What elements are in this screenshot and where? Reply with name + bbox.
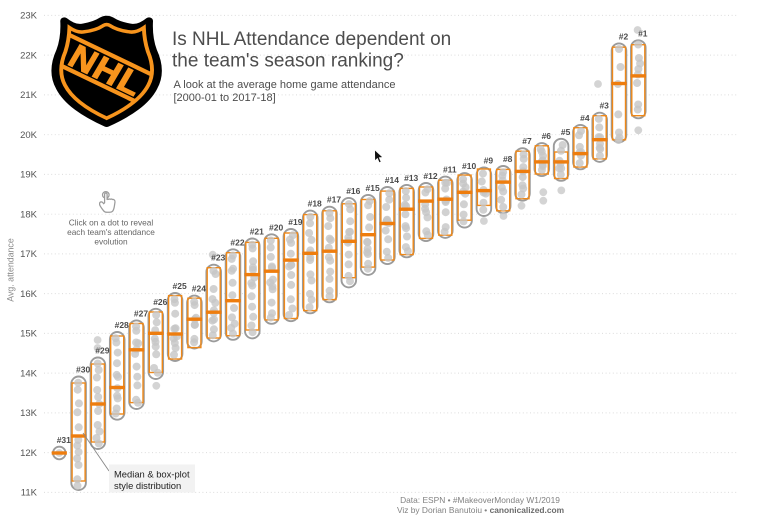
- svg-text:#29: #29: [95, 346, 109, 356]
- svg-text:#11: #11: [443, 165, 457, 175]
- svg-text:#20: #20: [269, 222, 283, 232]
- svg-text:19K: 19K: [20, 170, 38, 181]
- svg-text:#6: #6: [542, 131, 552, 141]
- svg-text:#4: #4: [580, 113, 590, 123]
- svg-text:Avg. attendance: Avg. attendance: [6, 238, 16, 302]
- svg-text:12K: 12K: [20, 448, 38, 459]
- svg-text:#10: #10: [462, 161, 476, 171]
- svg-text:21K: 21K: [20, 90, 38, 101]
- svg-text:#1: #1: [638, 28, 648, 38]
- svg-text:#30: #30: [76, 365, 90, 375]
- svg-text:the team's season ranking?: the team's season ranking?: [172, 51, 404, 72]
- svg-text:18K: 18K: [20, 209, 38, 220]
- svg-text:#25: #25: [173, 281, 187, 291]
- svg-text:#23: #23: [211, 253, 225, 263]
- svg-text:#5: #5: [561, 127, 571, 137]
- svg-text:#18: #18: [308, 199, 322, 209]
- svg-text:#19: #19: [288, 217, 302, 227]
- svg-text:15K: 15K: [20, 329, 38, 340]
- svg-text:#13: #13: [404, 173, 418, 183]
- svg-text:22K: 22K: [20, 50, 38, 61]
- svg-text:style distribution: style distribution: [114, 480, 181, 491]
- svg-text:A look at the average home gam: A look at the average home game attendan…: [174, 79, 396, 91]
- svg-text:13K: 13K: [20, 408, 38, 419]
- svg-text:#2: #2: [619, 31, 629, 41]
- svg-text:#24: #24: [192, 284, 206, 294]
- svg-text:#28: #28: [115, 320, 129, 330]
- svg-text:20K: 20K: [20, 130, 38, 141]
- svg-text:#14: #14: [385, 175, 399, 185]
- svg-text:#16: #16: [346, 186, 360, 196]
- svg-text:Data: ESPN • #MakeoverMonday W: Data: ESPN • #MakeoverMonday W1/2019: [400, 495, 560, 505]
- svg-text:#15: #15: [366, 183, 380, 193]
- svg-text:Median & box-plot: Median & box-plot: [114, 469, 190, 480]
- svg-text:#26: #26: [153, 297, 167, 307]
- svg-text:#7: #7: [522, 136, 532, 146]
- svg-text:Click on a dot to reveal: Click on a dot to reveal: [69, 218, 154, 228]
- svg-text:#21: #21: [250, 227, 264, 237]
- svg-text:evolution: evolution: [94, 237, 128, 247]
- svg-text:17K: 17K: [20, 249, 38, 260]
- svg-text:#27: #27: [134, 308, 148, 318]
- svg-text:16K: 16K: [20, 289, 38, 300]
- svg-text:23K: 23K: [20, 11, 38, 22]
- svg-text:#17: #17: [327, 195, 341, 205]
- svg-text:[2000-01 to 2017-18]: [2000-01 to 2017-18]: [174, 92, 276, 104]
- svg-text:#12: #12: [423, 171, 437, 181]
- svg-text:#22: #22: [230, 237, 244, 247]
- svg-text:#9: #9: [484, 155, 494, 165]
- svg-text:#31: #31: [57, 435, 71, 445]
- svg-text:Viz by Dorian Banutoiu • canon: Viz by Dorian Banutoiu • canonicalized.c…: [397, 505, 564, 515]
- svg-text:14K: 14K: [20, 368, 38, 379]
- svg-text:11K: 11K: [21, 488, 38, 499]
- svg-text:each team's attendance: each team's attendance: [67, 227, 155, 237]
- svg-text:#3: #3: [599, 101, 609, 111]
- svg-text:#8: #8: [503, 154, 513, 164]
- svg-text:Is NHL Attendance dependent on: Is NHL Attendance dependent on: [172, 29, 451, 50]
